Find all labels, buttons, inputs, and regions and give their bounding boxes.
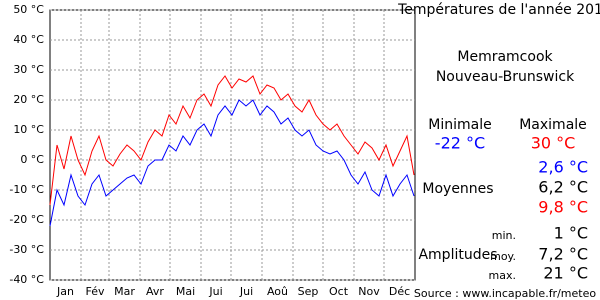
x-tick-label: Aoû [267, 285, 288, 298]
amp-min: 1 °C [554, 224, 588, 243]
title: Températures de l'année 2018 [397, 2, 600, 18]
mean-max: 9,8 °C [538, 198, 588, 217]
x-tick-label: Nov [358, 285, 380, 298]
x-tick-label: Mai [176, 285, 195, 298]
max-label: Maximale [519, 117, 587, 133]
location: Memramcook [457, 49, 553, 65]
temperature-line [49, 75, 415, 206]
y-tick-label: -40 °C [9, 273, 44, 286]
x-tick-label: Mar [114, 285, 135, 298]
y-tick-label: 0 °C [20, 153, 44, 166]
x-tick-label: Oct [329, 285, 349, 298]
y-tick-label: 20 °C [13, 93, 44, 106]
x-tick-label: Jan [56, 285, 74, 298]
mean-label: Moyennes [422, 181, 493, 197]
y-tick-label: 10 °C [13, 123, 44, 136]
y-tick-label: -10 °C [9, 183, 44, 196]
temperature-line [49, 99, 415, 227]
y-tick-label: 40 °C [13, 33, 44, 46]
x-tick-label: Fév [85, 285, 104, 298]
amp-mean: 7,2 °C [538, 245, 588, 264]
source: Source : www.incapable.fr/meteo [414, 287, 596, 300]
y-tick-label: 30 °C [13, 63, 44, 76]
amp-max: 21 °C [543, 264, 588, 283]
x-tick-label: Déc [389, 285, 410, 298]
y-tick-label: 50 °C [13, 3, 44, 16]
min-label: Minimale [428, 117, 491, 133]
amp-mean-label: moy. [490, 250, 516, 263]
max-value: 30 °C [531, 134, 576, 153]
mean-min: 2,6 °C [538, 158, 588, 177]
mean: 6,2 °C [538, 178, 588, 197]
min-value: -22 °C [435, 134, 485, 153]
x-tick-label: Avr [146, 285, 164, 298]
x-tick-label: Jui [208, 285, 222, 298]
x-tick-label: Jui [239, 285, 253, 298]
amp-min-label: min. [492, 229, 516, 242]
amp-label: Amplitudes [418, 247, 497, 263]
y-tick-label: -20 °C [9, 213, 44, 226]
x-tick-label: Sep [298, 285, 319, 298]
amp-max-label: max. [489, 269, 516, 282]
plot: -40 °C -30 °C -20 °C -10 °C 0 °C 10 °C 20 °C 30… [9, 3, 415, 298]
y-tick-label: -30 °C [9, 243, 44, 256]
plot-frame [49, 9, 416, 281]
region: Nouveau-Brunswick [436, 69, 575, 85]
